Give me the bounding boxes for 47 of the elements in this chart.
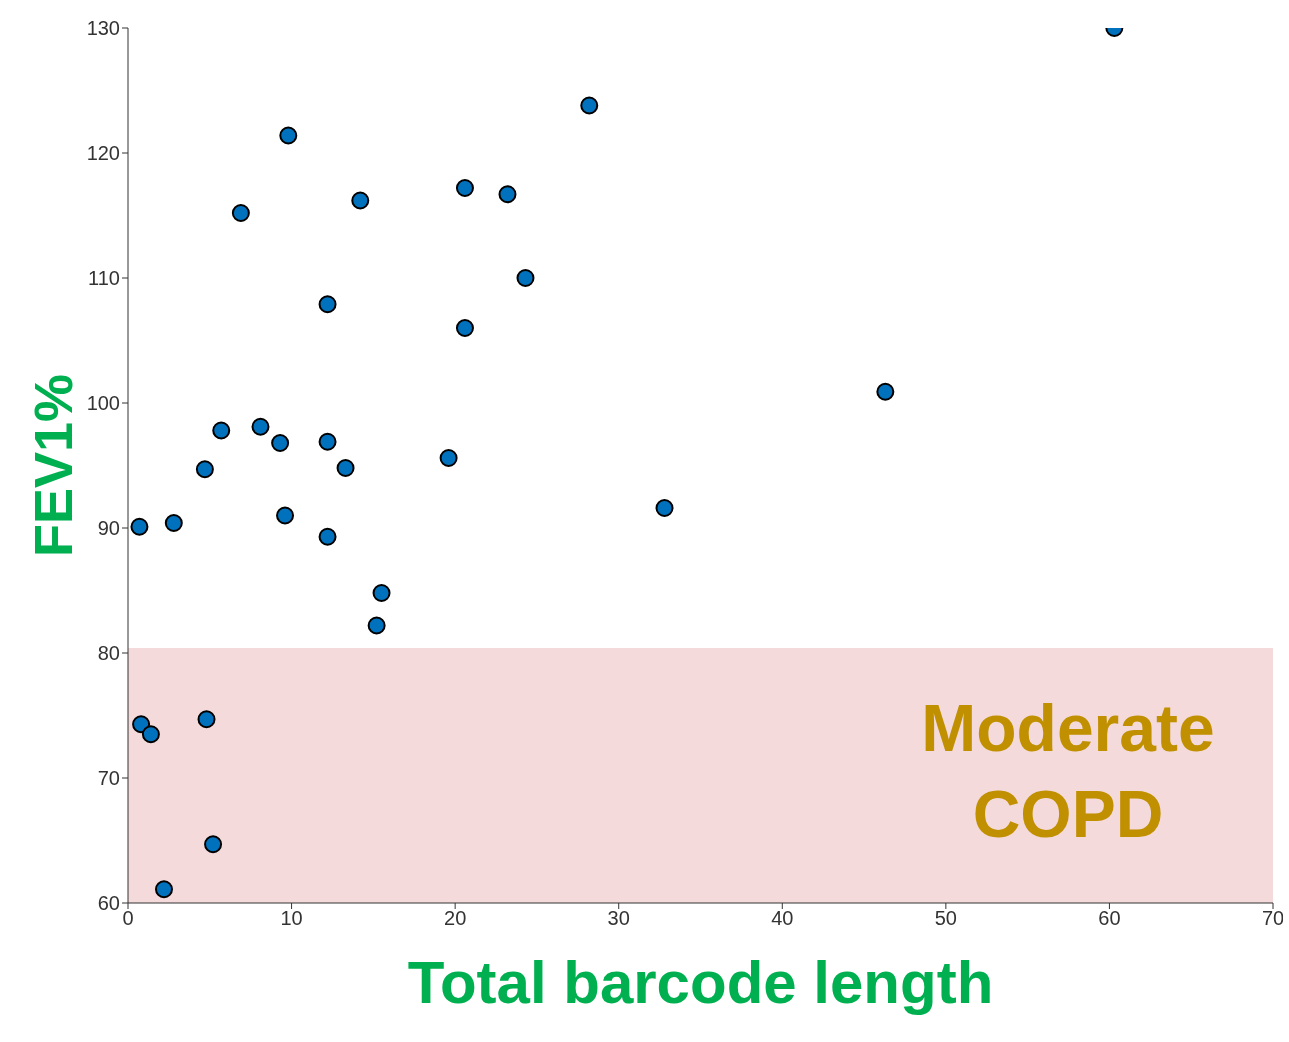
point — [141, 725, 160, 744]
point — [204, 835, 223, 854]
x-tick-label: 30 — [607, 907, 630, 930]
point — [154, 880, 173, 899]
x-tick-label: 10 — [280, 907, 303, 930]
point — [130, 517, 149, 536]
point — [498, 185, 517, 204]
y-tick-label: 80 — [97, 642, 120, 665]
y-tick-label: 70 — [97, 767, 120, 790]
point — [351, 191, 370, 210]
x-axis-title: Total barcode length — [407, 949, 994, 1016]
point — [318, 295, 337, 314]
point — [655, 499, 674, 517]
x-tick-label: 50 — [934, 907, 957, 930]
x-tick-label: 20 — [444, 907, 467, 930]
y-tick-label: 110 — [88, 267, 120, 290]
y-tick-label: 130 — [86, 17, 120, 40]
point — [276, 506, 295, 525]
y-tick-label: 100 — [86, 392, 120, 415]
point — [271, 434, 290, 452]
point — [439, 449, 458, 467]
point — [516, 269, 535, 287]
point — [212, 421, 231, 440]
point — [455, 179, 474, 197]
x-tick-label: 0 — [122, 907, 134, 930]
x-tick-label: 60 — [1098, 907, 1121, 930]
point — [455, 319, 474, 337]
point — [195, 460, 214, 479]
y-axis-title: FEV1% — [23, 373, 84, 558]
point — [164, 514, 183, 532]
x-tick-label: 70 — [1261, 907, 1285, 930]
point — [318, 527, 337, 546]
y-tick-label: 120 — [86, 142, 120, 165]
point — [367, 616, 386, 635]
y-tick-label: 90 — [97, 517, 120, 540]
x-tick-label: 40 — [771, 907, 794, 930]
point — [231, 204, 250, 222]
point — [372, 584, 391, 602]
point — [279, 126, 298, 145]
point — [336, 459, 355, 477]
point — [580, 96, 599, 115]
y-tick-label: 60 — [97, 892, 120, 915]
point — [197, 710, 216, 729]
point — [318, 432, 337, 451]
point — [251, 417, 270, 436]
point — [876, 382, 895, 401]
band-label: Moderate COPD — [921, 690, 1215, 851]
